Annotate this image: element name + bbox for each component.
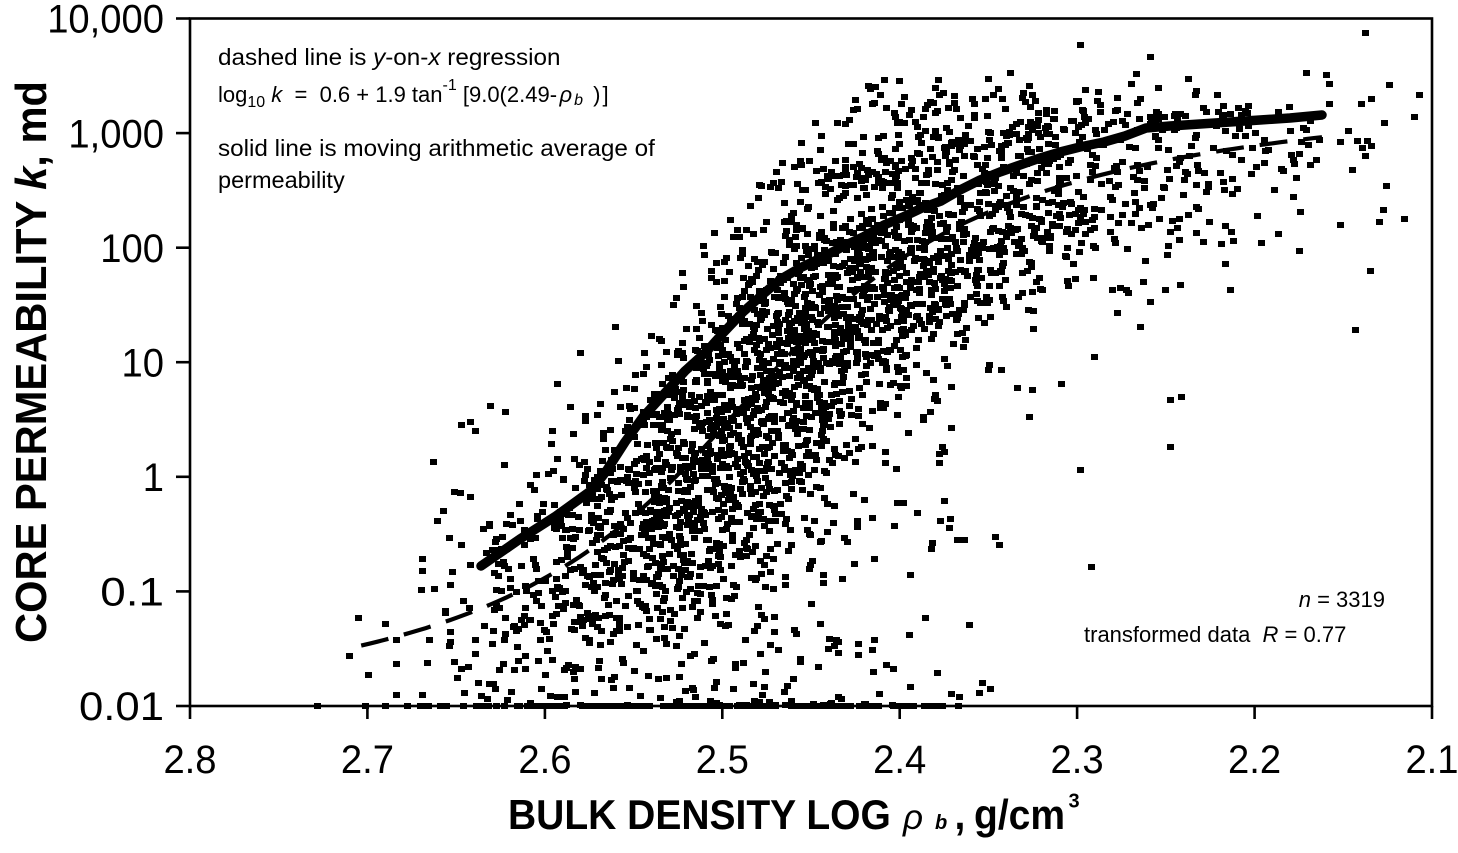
svg-text:g/cm: g/cm (974, 792, 1065, 838)
svg-text:b: b (935, 812, 947, 834)
svg-text:transformed data R = 0.77: transformed data R = 0.77 (1084, 622, 1346, 647)
svg-text:10: 10 (122, 341, 165, 385)
svg-text:solid line is moving arithmeti: solid line is moving arithmetic average … (218, 135, 655, 162)
svg-text:2.3: 2.3 (1051, 738, 1104, 782)
svg-text:2.5: 2.5 (696, 738, 749, 782)
svg-text:2.7: 2.7 (341, 738, 394, 782)
svg-text:log10 k = 0.6 + 1.9 tan-1 [9: log10 k = 0.6 + 1.9 tan-1 [9.0(2.49- ρ b )… (218, 77, 609, 111)
svg-text:10,000: 10,000 (47, 0, 164, 42)
svg-text:2.4: 2.4 (873, 738, 926, 782)
svg-text:n = 3319: n = 3319 (1299, 587, 1385, 612)
svg-text:2.1: 2.1 (1405, 738, 1458, 782)
svg-text:ρ: ρ (902, 798, 923, 837)
svg-text:2.8: 2.8 (163, 738, 216, 782)
svg-text:100: 100 (100, 227, 164, 271)
svg-text:permeability: permeability (218, 167, 345, 193)
svg-text:0.1: 0.1 (100, 571, 164, 615)
svg-text:,: , (955, 792, 966, 838)
svg-text:1: 1 (143, 456, 164, 500)
svg-text:dashed line is y-on-x regressi: dashed line is y-on-x regression (218, 44, 561, 71)
svg-text:CORE PERMEABILITY k, md: CORE PERMEABILITY k, md (7, 81, 55, 643)
svg-text:2.6: 2.6 (518, 738, 571, 782)
svg-text:0.01: 0.01 (79, 685, 164, 729)
svg-text:1,000: 1,000 (68, 112, 164, 156)
svg-text:3: 3 (1069, 790, 1080, 812)
svg-text:BULK DENSITY LOG: BULK DENSITY LOG (508, 792, 891, 838)
svg-text:2.2: 2.2 (1228, 738, 1281, 782)
